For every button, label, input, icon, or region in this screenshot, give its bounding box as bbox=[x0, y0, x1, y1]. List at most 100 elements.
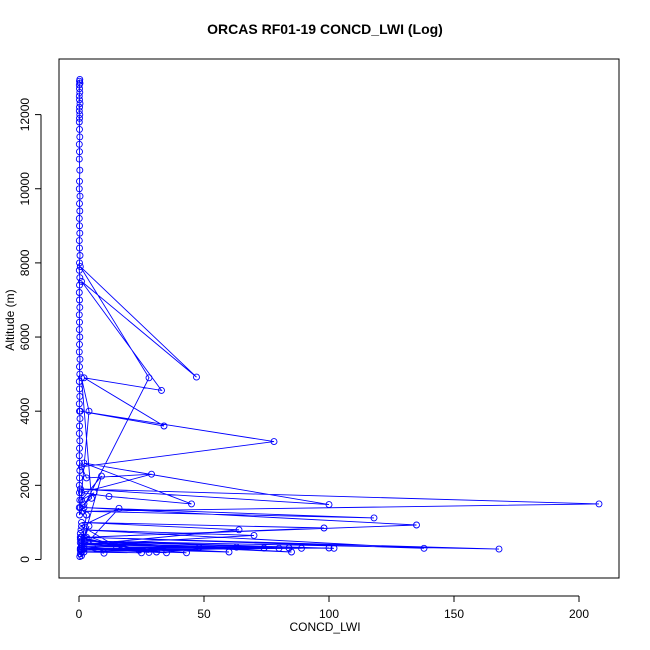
data-point bbox=[76, 125, 83, 133]
data-point bbox=[153, 548, 160, 556]
data-point bbox=[76, 459, 83, 467]
x-tick-label: 150 bbox=[444, 607, 464, 621]
data-point bbox=[76, 85, 83, 93]
data-point bbox=[80, 459, 88, 467]
data-point bbox=[113, 543, 120, 550]
data-point bbox=[78, 374, 85, 382]
data-point bbox=[495, 545, 503, 553]
data-point bbox=[88, 494, 95, 502]
x-tick-label: 200 bbox=[569, 607, 589, 621]
data-point bbox=[75, 429, 83, 437]
data-point bbox=[270, 438, 278, 446]
data-point bbox=[158, 386, 165, 394]
data-point bbox=[160, 422, 168, 430]
data-point bbox=[233, 543, 240, 551]
data-point bbox=[115, 504, 123, 512]
data-point bbox=[76, 530, 84, 537]
data-point bbox=[75, 348, 83, 356]
data-point bbox=[76, 407, 84, 415]
series-line bbox=[78, 79, 600, 557]
data-point bbox=[76, 114, 83, 122]
data-point bbox=[288, 548, 295, 556]
data-point bbox=[76, 504, 84, 512]
x-tick-label: 50 bbox=[197, 607, 211, 621]
data-point bbox=[77, 526, 85, 534]
data-point bbox=[195, 544, 203, 552]
data-point bbox=[76, 340, 83, 348]
data-point bbox=[163, 549, 170, 557]
data-point bbox=[135, 546, 143, 554]
data-point bbox=[250, 531, 258, 539]
data-point bbox=[188, 500, 195, 508]
data-point bbox=[78, 277, 85, 285]
data-point bbox=[193, 373, 200, 381]
data-point bbox=[75, 481, 83, 489]
data-point bbox=[76, 489, 83, 497]
data-point bbox=[80, 533, 88, 541]
data-point bbox=[145, 548, 153, 556]
data-point bbox=[75, 185, 83, 193]
data-point bbox=[83, 474, 90, 482]
data-point bbox=[75, 378, 83, 385]
chart-title: ORCAS RF01-19 CONCD_LWI (Log) bbox=[207, 21, 443, 37]
data-point bbox=[75, 326, 83, 334]
data-point bbox=[145, 374, 153, 382]
data-point bbox=[75, 452, 83, 460]
data-point bbox=[76, 192, 84, 200]
data-point bbox=[76, 259, 83, 267]
data-point bbox=[76, 96, 83, 104]
x-tick-label: 0 bbox=[76, 607, 83, 621]
data-point bbox=[76, 370, 84, 378]
data-point bbox=[76, 166, 84, 174]
data-point bbox=[76, 422, 83, 430]
data-point bbox=[76, 553, 84, 560]
data-point bbox=[85, 407, 93, 415]
data-point bbox=[76, 274, 84, 282]
data-point bbox=[76, 207, 84, 215]
y-tick-label: 8000 bbox=[18, 249, 32, 276]
data-point bbox=[298, 544, 305, 552]
y-tick-label: 4000 bbox=[18, 398, 32, 425]
y-tick-label: 12000 bbox=[18, 98, 32, 132]
data-point bbox=[78, 522, 85, 530]
data-point bbox=[330, 544, 338, 552]
data-point bbox=[183, 549, 190, 557]
data-point bbox=[76, 148, 83, 156]
data-point bbox=[76, 281, 83, 289]
data-point bbox=[325, 501, 333, 509]
data-point bbox=[76, 533, 84, 541]
data-point bbox=[413, 521, 420, 529]
data-point bbox=[370, 514, 378, 522]
data-point bbox=[80, 504, 88, 512]
data-point bbox=[260, 544, 268, 552]
data-point bbox=[76, 385, 83, 393]
data-point bbox=[75, 400, 83, 408]
data-point bbox=[76, 177, 83, 185]
data-point bbox=[76, 550, 84, 558]
data-point bbox=[235, 526, 243, 534]
data-point bbox=[320, 524, 328, 532]
data-point bbox=[76, 200, 83, 208]
data-point bbox=[77, 485, 84, 493]
data-point bbox=[420, 544, 428, 552]
data-point bbox=[76, 355, 84, 363]
data-point bbox=[76, 263, 84, 271]
data-point bbox=[76, 437, 84, 445]
data-point bbox=[225, 548, 233, 556]
data-point bbox=[75, 140, 83, 148]
plot-frame bbox=[58, 58, 620, 579]
data-point bbox=[325, 544, 333, 552]
data-point bbox=[275, 544, 283, 552]
x-axis-label: CONCD_LWI bbox=[289, 620, 361, 634]
data-point bbox=[76, 303, 84, 311]
y-axis-label: Altitude (m) bbox=[3, 289, 17, 351]
data-point bbox=[76, 103, 83, 111]
data-point bbox=[76, 244, 83, 252]
data-point bbox=[76, 363, 83, 371]
data-point bbox=[76, 444, 83, 452]
data-point bbox=[76, 229, 84, 237]
data-point bbox=[76, 392, 84, 400]
x-tick-label: 100 bbox=[319, 607, 339, 621]
